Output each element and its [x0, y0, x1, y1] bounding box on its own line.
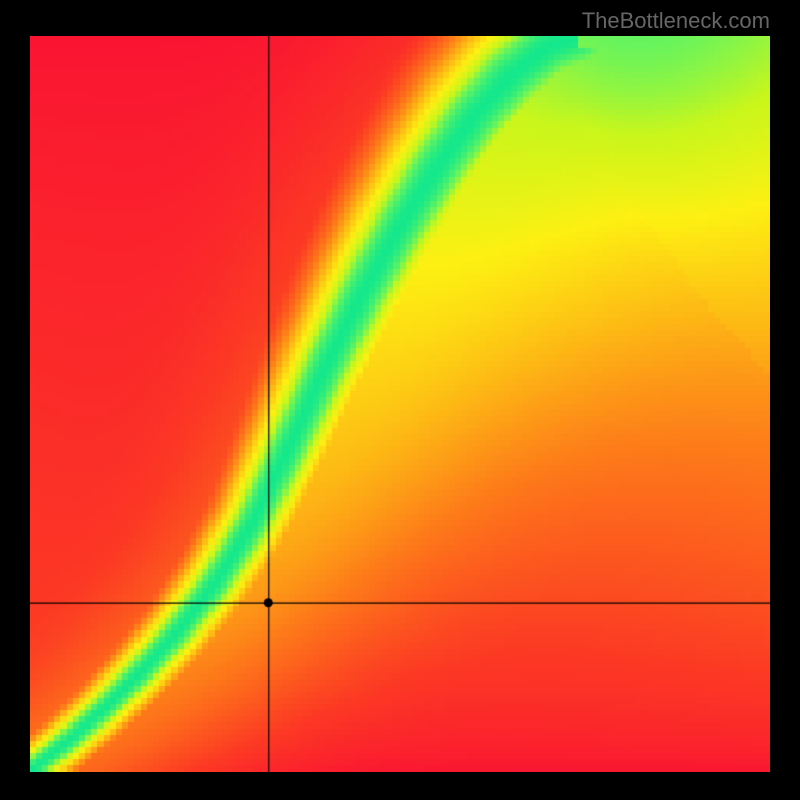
chart-container: TheBottleneck.com	[0, 0, 800, 800]
watermark-text: TheBottleneck.com	[582, 8, 770, 34]
heatmap-canvas	[30, 36, 770, 772]
